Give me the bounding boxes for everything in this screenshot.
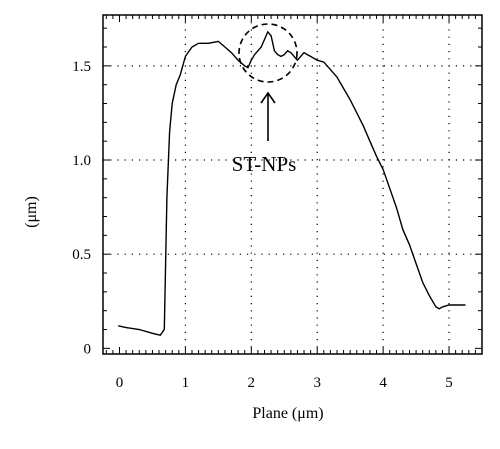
arrow-head [260, 91, 276, 104]
highlight-circle [238, 23, 298, 83]
x-tick-label: 5 [445, 375, 453, 391]
x-axis-title: Plane (μm) [252, 405, 323, 422]
x-tick-label: 4 [379, 375, 387, 391]
y-tick-label: 1.5 [72, 59, 91, 75]
tick-labels: 0 1 2 3 4 5 0 0.5 1.0 1.5 [72, 59, 453, 391]
x-tick-label: 3 [313, 375, 321, 391]
plot-frame [102, 14, 483, 355]
y-tick-label: 0 [84, 341, 92, 357]
annotation-label: ST-NPs [232, 152, 297, 176]
axis-ticks [103, 15, 483, 354]
x-tick-label: 2 [248, 375, 256, 391]
grid-lines [103, 15, 482, 354]
x-tick-label: 0 [116, 375, 124, 391]
y-tick-label: 0.5 [72, 247, 91, 263]
x-tick-label: 1 [182, 375, 190, 391]
profile-line [118, 30, 466, 336]
y-tick-label: 1.0 [72, 153, 91, 169]
y-axis-title: (μm) [23, 196, 40, 228]
